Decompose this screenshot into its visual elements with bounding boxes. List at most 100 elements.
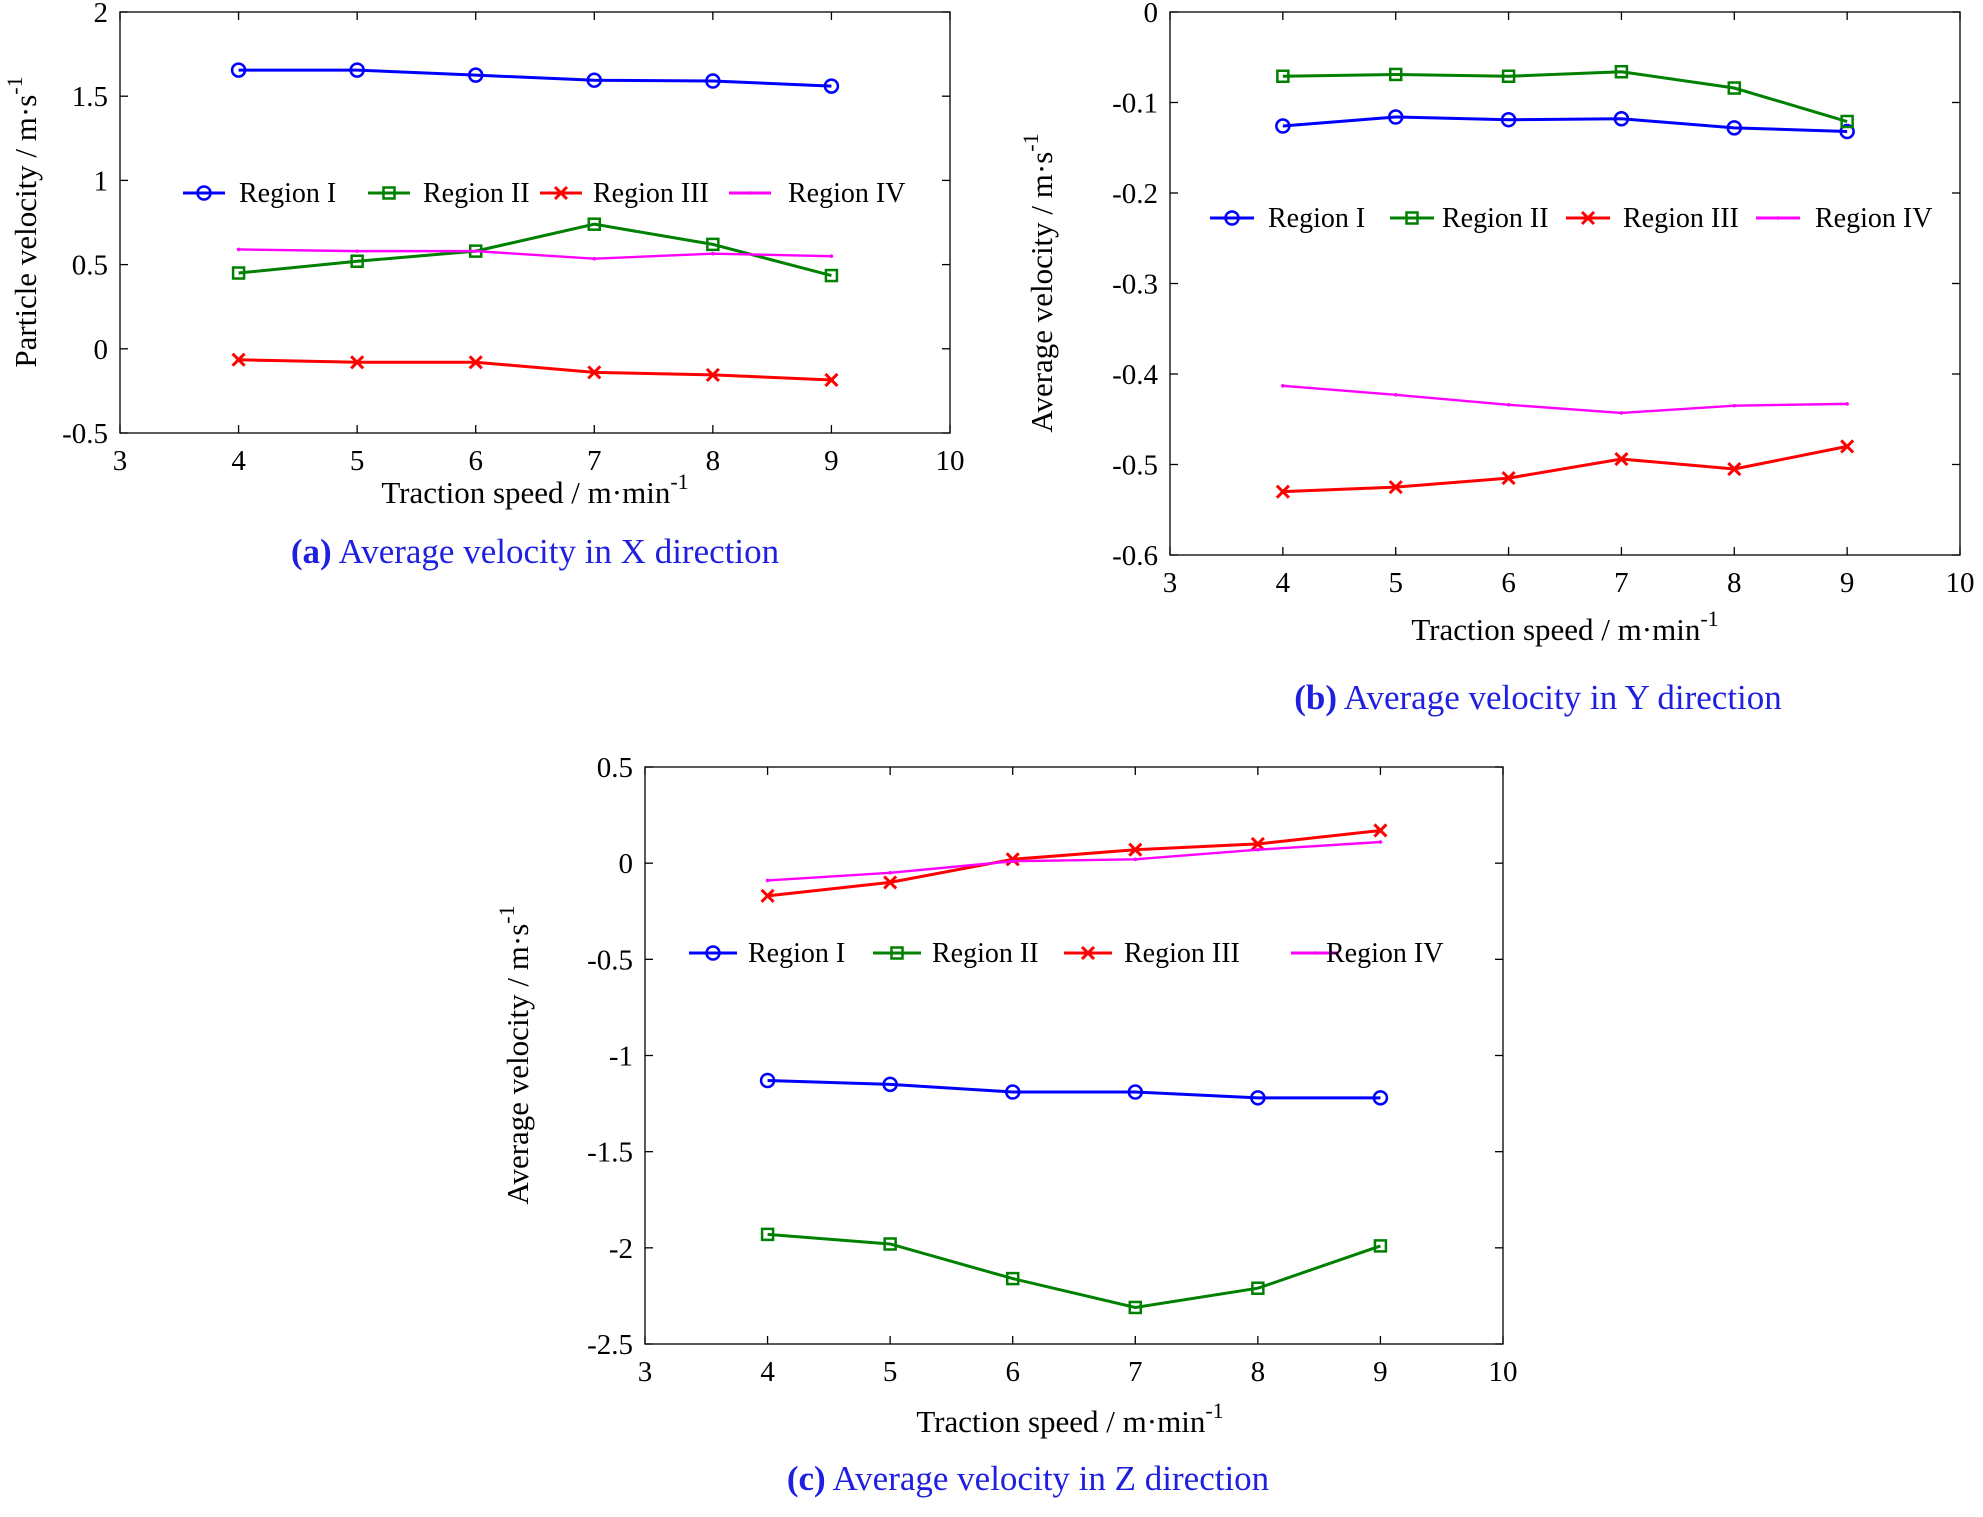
y-tick-label: 0 bbox=[619, 848, 634, 880]
series-line bbox=[1282, 384, 1848, 415]
legend-item: Region IV bbox=[1756, 203, 1932, 234]
x-tick-label: 9 bbox=[1373, 1356, 1388, 1388]
x-tick-label: 4 bbox=[1276, 567, 1291, 599]
chart-caption: (a) Average velocity in X direction bbox=[291, 532, 779, 571]
y-tick-label: -2.5 bbox=[587, 1329, 633, 1361]
data-point bbox=[1840, 114, 1854, 129]
data-point bbox=[1372, 1090, 1389, 1106]
legend-item: Region I bbox=[183, 178, 336, 209]
data-point bbox=[1250, 836, 1265, 851]
y-axis-label: Average velocity / m·s-1 bbox=[494, 905, 535, 1204]
data-point bbox=[1388, 67, 1403, 82]
x-tick-label: 4 bbox=[231, 445, 246, 477]
y-tick-label: 1.5 bbox=[72, 81, 108, 113]
legend-label: Region II bbox=[423, 178, 530, 209]
data-point bbox=[1393, 393, 1398, 397]
caption-label: (c) bbox=[787, 1459, 826, 1498]
x-tick-label: 7 bbox=[587, 445, 602, 477]
x-tick-label: 10 bbox=[936, 445, 965, 477]
x-axis-label: Traction speed / m·min-1 bbox=[381, 469, 688, 510]
legend-label: Region IV bbox=[1326, 938, 1443, 969]
y-tick-label: 0 bbox=[94, 334, 109, 366]
data-point bbox=[236, 247, 241, 252]
series-region-ii bbox=[760, 1227, 1388, 1315]
data-point bbox=[350, 355, 365, 370]
y-tick-label: -1.5 bbox=[587, 1137, 633, 1169]
data-point bbox=[349, 62, 365, 78]
data-point bbox=[592, 256, 597, 261]
y-tick-label: -2 bbox=[609, 1233, 633, 1265]
data-point bbox=[711, 251, 715, 256]
legend-item: Region IV bbox=[1291, 938, 1443, 969]
x-tick-label: 10 bbox=[1489, 1356, 1518, 1388]
series-region-iv bbox=[765, 840, 1383, 883]
y-tick-label: -0.6 bbox=[1112, 540, 1158, 572]
series-line bbox=[1282, 70, 1848, 123]
x-tick-label: 6 bbox=[1005, 1356, 1020, 1388]
series-region-iii bbox=[231, 352, 839, 388]
x-tick-label: 9 bbox=[824, 445, 839, 477]
x-tick-label: 8 bbox=[706, 445, 721, 477]
data-point bbox=[1275, 484, 1290, 499]
plot-frame bbox=[1169, 11, 1961, 556]
y-tick-label: -0.4 bbox=[1112, 359, 1158, 391]
legend-item: Region I bbox=[1210, 203, 1365, 234]
legend: Region I Region II Region III Region IV bbox=[689, 938, 1443, 969]
x-tick-label: 6 bbox=[1501, 567, 1516, 599]
data-point bbox=[587, 217, 602, 231]
data-point bbox=[467, 67, 484, 83]
x-axis-label: Traction speed / m·min-1 bbox=[916, 1398, 1223, 1439]
series-line bbox=[767, 840, 1381, 882]
legend-swatch-marker bbox=[1776, 216, 1780, 220]
data-point bbox=[883, 1237, 897, 1251]
chart-caption: (c) Average velocity in Z direction bbox=[787, 1459, 1269, 1498]
data-point bbox=[1281, 383, 1285, 388]
data-point bbox=[1256, 847, 1260, 852]
y-tick-label: -0.5 bbox=[62, 418, 108, 450]
data-point bbox=[1501, 471, 1516, 486]
data-point bbox=[1378, 840, 1383, 844]
data-point bbox=[824, 268, 839, 283]
legend-item: Region II bbox=[873, 938, 1039, 969]
x-axis-label: Traction speed / m·min-1 bbox=[1411, 606, 1718, 647]
legend-label: Region IV bbox=[788, 178, 905, 209]
data-point bbox=[1727, 81, 1742, 95]
data-point bbox=[759, 1072, 776, 1089]
caption-text: Average velocity in X direction bbox=[332, 532, 779, 571]
legend-swatch-marker bbox=[748, 191, 752, 195]
legend-swatch-marker bbox=[196, 185, 212, 201]
data-point bbox=[586, 72, 603, 88]
series-line bbox=[1282, 444, 1848, 494]
y-tick-label: 0 bbox=[1144, 0, 1159, 29]
y-axis-label: Particle velocity / m·s-1 bbox=[2, 76, 43, 367]
chart-b: 3 4 5 6 7 8 9 10 -0.6 -0.5 -0.4 -0.3 -0.2 -0.1 0 Region… bbox=[1018, 0, 1975, 717]
data-point bbox=[350, 254, 364, 268]
data-point bbox=[231, 352, 246, 367]
data-point bbox=[587, 365, 602, 380]
data-point bbox=[1388, 480, 1403, 495]
data-point bbox=[1133, 857, 1138, 862]
data-point bbox=[1839, 123, 1855, 140]
data-point bbox=[1005, 852, 1020, 867]
series-line bbox=[238, 222, 832, 277]
data-point bbox=[1840, 439, 1855, 454]
series-region-iv bbox=[1281, 383, 1849, 415]
legend-swatch-marker bbox=[1080, 945, 1096, 961]
legend-item: Region III bbox=[540, 178, 709, 209]
data-point bbox=[824, 372, 839, 388]
data-point bbox=[1619, 411, 1624, 415]
legend-swatch-marker bbox=[1313, 951, 1317, 955]
legend-item: Region I bbox=[689, 938, 845, 969]
legend-swatch-marker bbox=[382, 186, 396, 200]
legend-label: Region I bbox=[239, 178, 336, 209]
data-point bbox=[1251, 1281, 1265, 1295]
data-point bbox=[705, 73, 721, 89]
data-point bbox=[473, 249, 478, 253]
x-tick-label: 3 bbox=[1163, 567, 1178, 599]
legend-label: Region III bbox=[1623, 203, 1739, 234]
legend-label: Region III bbox=[593, 178, 709, 209]
y-tick-label: -0.5 bbox=[1112, 450, 1158, 482]
data-point bbox=[1726, 120, 1743, 136]
